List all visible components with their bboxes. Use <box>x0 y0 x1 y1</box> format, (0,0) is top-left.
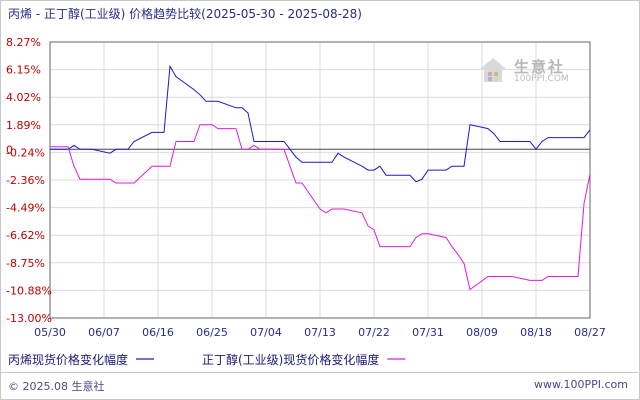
y-tick-label: 1.89% <box>6 119 41 132</box>
y-tick-label: -8.75% <box>6 257 45 270</box>
y-tick-label: -0.24% <box>6 146 45 159</box>
x-tick-label: 08/27 <box>574 326 606 339</box>
y-tick-label: -2.36% <box>6 174 45 187</box>
series-line-1 <box>50 64 591 183</box>
y-tick-label: -10.88% <box>6 284 52 297</box>
plot-border <box>49 41 591 319</box>
logo-text: 生意社 <box>514 58 566 76</box>
y-tick-label: -13.00% <box>6 312 52 325</box>
x-tick-label: 07/22 <box>358 326 390 339</box>
x-tick-label: 07/04 <box>250 326 282 339</box>
x-axis-labels: 05/30 06/07 06/16 06/25 07/04 07/13 07/22 07/31… <box>34 326 606 339</box>
legend: 丙烯现货价格变化幅度 正丁醇(工业级)现货价格变化幅度 <box>8 352 406 367</box>
x-tick-label: 05/30 <box>34 326 66 339</box>
y-tick-label: -4.49% <box>6 202 45 215</box>
x-tick-label: 06/16 <box>142 326 174 339</box>
y-tick-label: 4.02% <box>6 91 41 104</box>
footer-url[interactable]: www.100PPI.com <box>534 378 628 391</box>
y-tick-label: -6.62% <box>6 229 45 242</box>
x-tick-label: 06/25 <box>196 326 228 339</box>
x-tick-label: 08/09 <box>466 326 498 339</box>
x-tick-label: 07/13 <box>304 326 336 339</box>
y-tick-label: 8.27% <box>6 36 41 49</box>
x-tick-label: 06/07 <box>88 326 120 339</box>
series-line-2 <box>50 124 591 291</box>
footer-copyright: © 2025.08 生意社 <box>8 380 105 393</box>
series-lines <box>50 64 591 291</box>
y-tick-label: 6.15% <box>6 64 41 77</box>
x-tick-label: 08/18 <box>520 326 552 339</box>
chart-title: 丙烯 - 正丁醇(工业级) 价格趋势比较(2025-05-30 - 2025-0… <box>8 6 362 21</box>
footer: © 2025.08 生意社 www.100PPI.com <box>0 372 638 399</box>
watermark-logo: 生意社 100PPI.COM <box>478 55 578 89</box>
logo-subtext: 100PPI.COM <box>514 74 569 84</box>
legend-label-2: 正丁醇(工业级)现货价格变化幅度 <box>202 352 379 367</box>
legend-label-1: 丙烯现货价格变化幅度 <box>8 352 128 367</box>
x-tick-label: 07/31 <box>412 326 444 339</box>
house-logo-icon <box>480 58 506 82</box>
y-axis-labels: 8.27% 6.15% 4.02% 1.89% -0.24% -2.36% -4.49% -6… <box>6 36 52 325</box>
zero-marker: 0 <box>6 143 13 156</box>
